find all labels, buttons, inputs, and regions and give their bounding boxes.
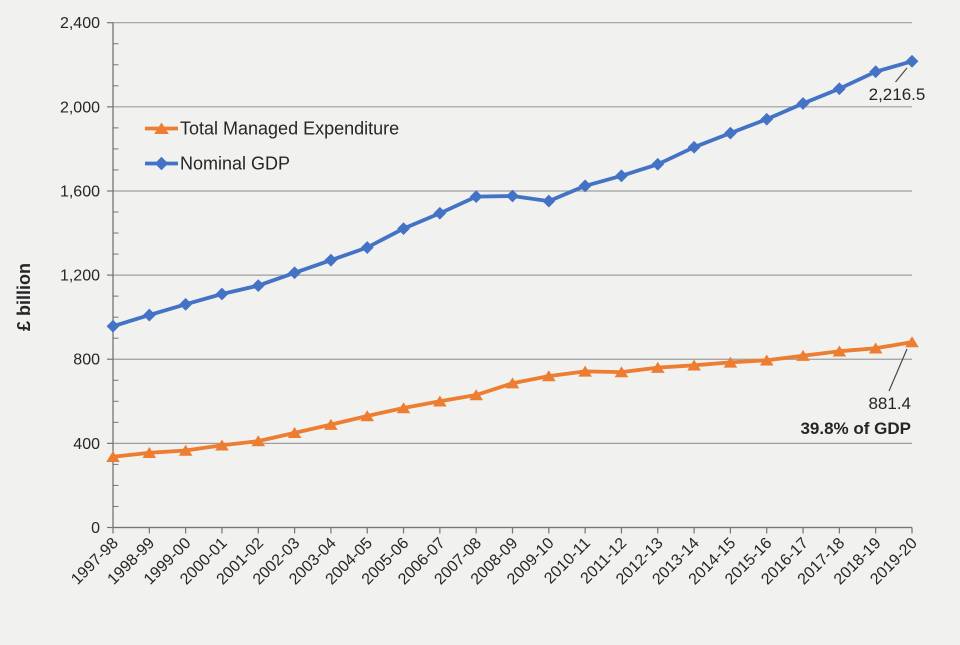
annotations: 2,216.5 881.4 39.8% of GDP <box>800 67 926 438</box>
gdp-marker <box>433 206 447 220</box>
gdp-marker <box>542 194 556 208</box>
tme-marker <box>433 395 447 407</box>
gdp-marker <box>760 112 774 126</box>
tme-marker <box>287 427 302 439</box>
tme-annotation-leader-line <box>888 348 908 392</box>
gdp-marker <box>578 179 592 193</box>
gdp-end-value-label: 2,216.5 <box>869 85 926 104</box>
legend-label-gdp: Nominal GDP <box>180 154 290 174</box>
y-tick-label: 400 <box>73 436 100 453</box>
legend-item-tme: Total Managed Expenditure <box>145 119 399 139</box>
y-tick-label: 0 <box>91 520 100 537</box>
diamond-marker-icon <box>154 156 169 171</box>
gdp-marker <box>506 189 519 203</box>
tme-marker <box>723 356 738 368</box>
tme-percent-of-gdp-label: 39.8% of GDP <box>800 419 911 438</box>
gdp-annotation-leader-line <box>895 67 908 83</box>
gdp-marker <box>832 82 846 96</box>
tme-marker <box>215 439 229 451</box>
tme-marker <box>360 410 375 422</box>
axes <box>107 22 913 534</box>
legend: Total Managed Expenditure Nominal GDP <box>145 119 399 174</box>
tme-marker <box>178 444 193 456</box>
tme-end-value-label: 881.4 <box>868 394 911 413</box>
tme-marker <box>106 451 120 463</box>
gdp-marker <box>215 287 229 301</box>
y-tick-label: 800 <box>73 352 100 369</box>
gdp-marker <box>288 266 301 280</box>
tme-marker <box>578 365 592 377</box>
tme-marker <box>796 349 810 361</box>
gdp-marker <box>106 319 120 333</box>
y-tick-label: 1,200 <box>60 268 100 285</box>
y-tick-label: 1,600 <box>60 183 100 200</box>
gdp-marker <box>651 157 665 171</box>
tme-marker <box>614 366 629 378</box>
tme-marker <box>469 389 483 401</box>
triangle-marker-icon <box>154 122 169 134</box>
gridlines <box>113 22 912 529</box>
gdp-marker <box>469 190 483 204</box>
gdp-marker <box>324 253 338 267</box>
tme-marker <box>832 345 847 357</box>
gdp-marker <box>251 279 265 293</box>
tme-marker <box>396 402 411 414</box>
gdp-marker <box>687 140 701 154</box>
tme-marker <box>759 354 774 366</box>
gdp-marker <box>905 54 919 68</box>
tme-marker <box>868 342 883 354</box>
gdp-marker <box>179 297 193 311</box>
y-tick-label: 2,000 <box>60 99 100 116</box>
legend-label-tme: Total Managed Expenditure <box>180 119 399 139</box>
tme-marker <box>251 435 266 447</box>
tme-marker <box>650 361 665 373</box>
gdp-marker <box>142 308 156 322</box>
tme-marker <box>542 370 556 382</box>
gdp-marker <box>397 222 410 236</box>
x-axis-labels: 1997-981998-991999-002000-012001-022002-… <box>68 535 921 589</box>
tme-marker <box>505 377 520 389</box>
y-axis-labels: 0 400 800 1,200 1,600 2,000 2,400 <box>60 15 100 537</box>
tme-marker <box>687 359 701 371</box>
y-axis-title: £ billion <box>14 263 34 331</box>
tme-marker <box>324 418 338 430</box>
legend-item-gdp: Nominal GDP <box>145 154 290 174</box>
gdp-marker <box>615 169 628 183</box>
gdp-marker <box>360 241 374 254</box>
y-tick-label: 2,400 <box>60 15 100 32</box>
gdp-marker <box>869 65 883 79</box>
gdp-marker <box>724 126 737 140</box>
gdp-marker <box>796 97 810 110</box>
tme-marker <box>905 336 919 348</box>
tme-marker <box>142 447 157 459</box>
series-lines <box>106 54 919 463</box>
